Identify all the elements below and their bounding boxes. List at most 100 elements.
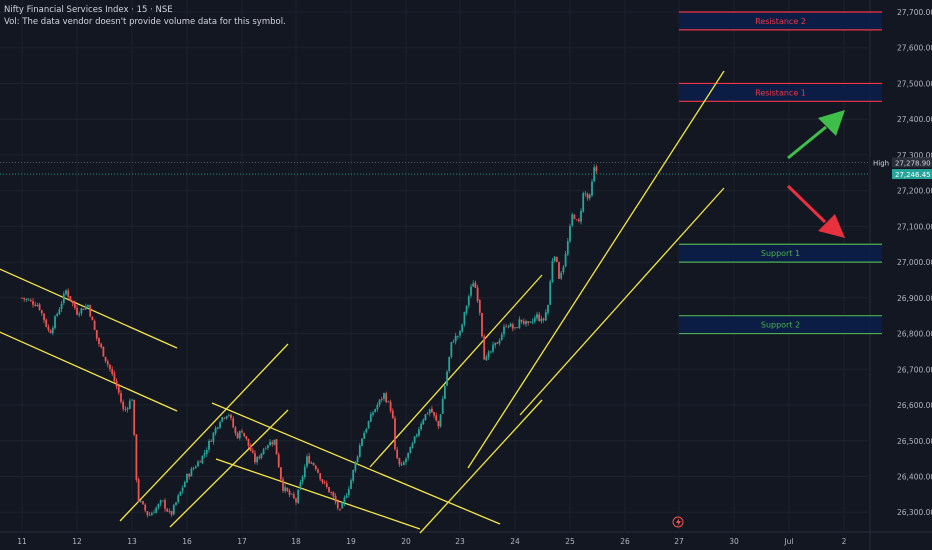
y-axis-tick-label: 26,800.00 xyxy=(897,330,932,339)
candle-body xyxy=(483,336,486,360)
candle-body xyxy=(577,219,580,222)
candle-body xyxy=(428,409,431,414)
candle-body xyxy=(500,334,503,340)
candle-body xyxy=(238,431,241,439)
candle-body xyxy=(122,401,125,410)
candle-body xyxy=(45,319,48,327)
y-axis-tick-label: 26,900.00 xyxy=(897,294,932,303)
candle-body xyxy=(529,321,532,323)
candle-body xyxy=(387,401,390,403)
candle-body xyxy=(95,330,98,339)
candle-body xyxy=(216,427,219,429)
candle-body xyxy=(201,455,204,464)
candle-body xyxy=(343,497,346,504)
zone-label: Resistance 2 xyxy=(755,17,806,26)
candle-body xyxy=(448,356,451,372)
candle-body xyxy=(547,305,549,313)
candle-body xyxy=(135,434,138,480)
candle-body xyxy=(580,210,582,222)
candle-body xyxy=(223,417,226,419)
trend-channel-line[interactable] xyxy=(169,409,289,528)
candle-body xyxy=(288,490,291,495)
candle-body xyxy=(525,321,527,325)
candle-body xyxy=(332,492,335,497)
candle-body xyxy=(356,456,359,463)
candle-body xyxy=(496,342,499,344)
y-axis-tick-label: 27,400.00 xyxy=(897,115,932,124)
high-label: High xyxy=(873,159,889,167)
candle-body xyxy=(197,461,199,467)
candle-body xyxy=(400,464,403,466)
candle-body xyxy=(82,308,85,310)
candle-body xyxy=(402,462,405,465)
bearish-arrow-icon[interactable] xyxy=(818,214,845,238)
zone-support[interactable] xyxy=(679,244,882,263)
zone-resistance[interactable] xyxy=(679,83,882,102)
lightning-icon xyxy=(676,518,681,527)
candle-body xyxy=(179,491,182,496)
candle-body xyxy=(308,456,311,464)
candle-body xyxy=(352,469,355,481)
candle-body xyxy=(413,436,416,443)
candle-body xyxy=(566,241,569,255)
candle-body xyxy=(49,330,52,334)
zone-resistance[interactable] xyxy=(679,12,882,30)
candle-body xyxy=(113,373,116,382)
candle-body xyxy=(27,299,30,301)
candle-body xyxy=(76,307,78,315)
trend-channel-line[interactable] xyxy=(467,70,725,469)
high-value: 27,278.90 xyxy=(895,159,931,167)
candle-body xyxy=(168,511,171,512)
candle-body xyxy=(334,496,337,503)
candle-body xyxy=(225,416,228,419)
candle-body xyxy=(306,456,308,467)
candle-body xyxy=(245,436,248,439)
candle-body xyxy=(161,500,164,502)
candle-body xyxy=(586,193,589,199)
trend-channel-line[interactable] xyxy=(0,330,178,412)
x-axis-tick-label: 23 xyxy=(455,537,465,546)
bullish-arrow-icon[interactable] xyxy=(818,110,845,136)
candle-body xyxy=(109,364,111,370)
x-axis-tick-label: 16 xyxy=(182,537,192,546)
trend-channel-line[interactable] xyxy=(215,458,421,530)
candle-body xyxy=(150,512,153,516)
candle-body xyxy=(374,409,377,413)
candle-body xyxy=(507,326,510,328)
candle-body xyxy=(194,466,197,469)
candle-body xyxy=(584,193,587,195)
candle-body xyxy=(555,256,558,262)
candle-body xyxy=(372,412,374,415)
candle-body xyxy=(203,453,206,456)
candle-body xyxy=(89,305,92,317)
candle-body xyxy=(314,465,317,470)
candle-body xyxy=(321,479,324,483)
candle-body xyxy=(73,302,76,309)
zone-support[interactable] xyxy=(679,315,882,334)
trend-channel-line[interactable] xyxy=(419,399,543,534)
x-axis-tick-label: 11 xyxy=(17,537,27,546)
candle-body xyxy=(540,318,543,322)
candle-body xyxy=(256,457,259,463)
candle-body xyxy=(498,340,501,344)
symbol-title[interactable]: Nifty Financial Services Index · 15 · NS… xyxy=(4,5,173,15)
candle-body xyxy=(522,321,525,324)
trend-channel-line[interactable] xyxy=(119,343,289,522)
candle-body xyxy=(478,300,481,313)
candle-body xyxy=(262,449,265,454)
candle-body xyxy=(299,482,302,490)
candle-body xyxy=(117,385,120,393)
trend-channel-line[interactable] xyxy=(519,187,725,416)
candle-body xyxy=(389,401,392,411)
candle-body xyxy=(378,399,381,405)
trend-channel-line[interactable] xyxy=(369,274,543,468)
candle-body xyxy=(221,417,224,422)
high-value-tag xyxy=(892,157,932,168)
x-axis-tick-label: 24 xyxy=(510,537,520,546)
candle-body xyxy=(71,300,74,304)
y-axis-tick-label: 27,300.00 xyxy=(897,151,932,160)
event-marker-icon[interactable] xyxy=(672,516,684,528)
candle-body xyxy=(267,445,269,448)
